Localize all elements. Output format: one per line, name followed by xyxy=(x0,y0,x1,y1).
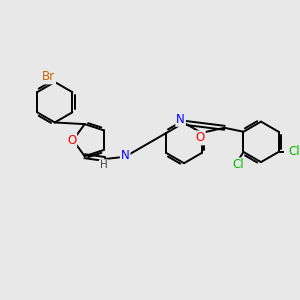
Text: N: N xyxy=(121,149,130,162)
Text: O: O xyxy=(196,131,205,144)
Text: Br: Br xyxy=(42,70,55,83)
Text: Cl: Cl xyxy=(288,146,300,158)
Text: Cl: Cl xyxy=(232,158,244,171)
Text: N: N xyxy=(176,113,185,126)
Text: H: H xyxy=(100,160,107,170)
Text: O: O xyxy=(67,134,76,147)
